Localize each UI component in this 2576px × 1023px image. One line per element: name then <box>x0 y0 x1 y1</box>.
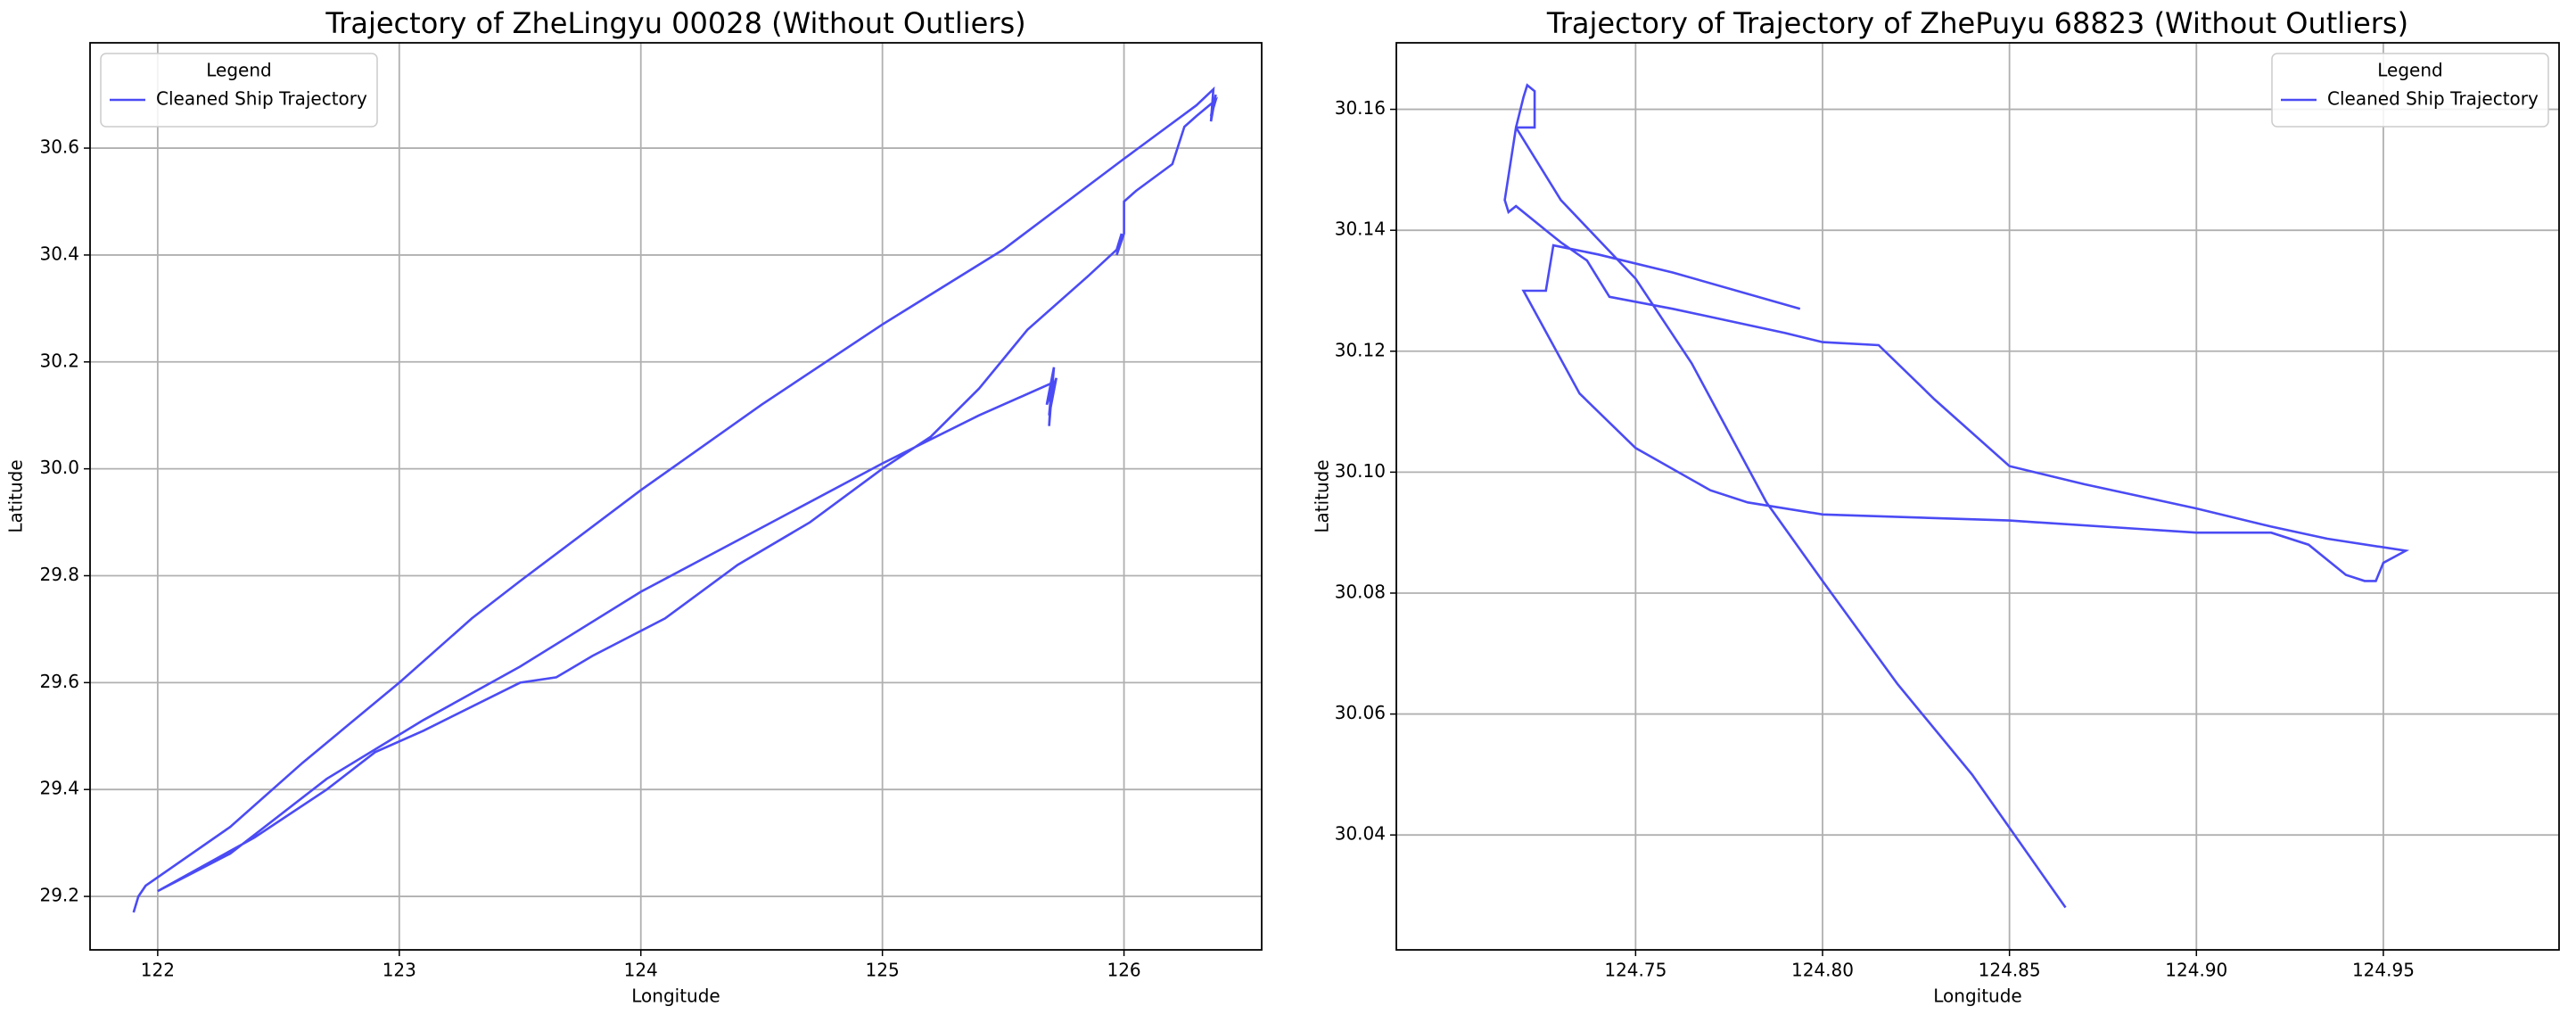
y-axis-label: Latitude <box>5 459 27 532</box>
x-tick-label: 124.85 <box>1979 960 2041 981</box>
y-tick-label: 30.06 <box>1335 702 1386 723</box>
legend-box <box>2271 53 2549 128</box>
y-tick-label: 30.6 <box>39 136 79 158</box>
x-tick-label: 125 <box>866 960 900 981</box>
x-tick-label: 124.75 <box>1604 960 1667 981</box>
axes-frame <box>89 42 1263 951</box>
y-tick-label: 29.6 <box>39 671 79 692</box>
y-tick-label: 30.10 <box>1335 460 1386 482</box>
y-tick-label: 30.08 <box>1335 581 1386 602</box>
y-tick-label: 30.04 <box>1335 823 1386 845</box>
y-tick-label: 29.4 <box>39 778 79 799</box>
legend-label: Cleaned Ship Trajectory <box>2327 88 2539 110</box>
chart-title: Trajectory of Trajectory of ZhePuyu 6882… <box>1546 6 2408 40</box>
y-tick-label: 30.0 <box>39 457 79 478</box>
trajectory-line <box>1503 83 2410 909</box>
x-axis-label: Longitude <box>631 986 720 1007</box>
y-tick-label: 30.16 <box>1335 97 1386 119</box>
x-tick-label: 126 <box>1107 960 1140 981</box>
x-tick-label: 123 <box>383 960 416 981</box>
y-tick-label: 29.8 <box>39 564 79 585</box>
axes-frame <box>1395 42 2560 951</box>
legend-box <box>100 53 378 128</box>
legend-title: Legend <box>206 60 271 81</box>
y-tick-label: 30.14 <box>1335 219 1386 240</box>
y-tick-label: 30.12 <box>1335 339 1386 360</box>
y-axis-label: Latitude <box>1312 459 1333 532</box>
legend: Legend Cleaned Ship Trajectory <box>100 53 378 128</box>
y-tick-label: 30.2 <box>39 350 79 371</box>
legend: Legend Cleaned Ship Trajectory <box>2271 53 2549 128</box>
y-tick-label: 30.4 <box>39 243 79 264</box>
legend-label: Cleaned Ship Trajectory <box>156 88 367 110</box>
x-tick-label: 122 <box>141 960 175 981</box>
x-tick-label: 124.90 <box>2165 960 2227 981</box>
x-tick-label: 124 <box>624 960 658 981</box>
y-tick-label: 29.2 <box>39 885 79 906</box>
x-tick-label: 124.80 <box>1791 960 1854 981</box>
chart-title: Trajectory of ZheLingyu 00028 (Without O… <box>325 6 1025 40</box>
x-tick-label: 124.95 <box>2352 960 2415 981</box>
trajectory-line <box>132 86 1218 913</box>
x-axis-label: Longitude <box>1933 986 2021 1007</box>
legend-title: Legend <box>2377 60 2442 81</box>
